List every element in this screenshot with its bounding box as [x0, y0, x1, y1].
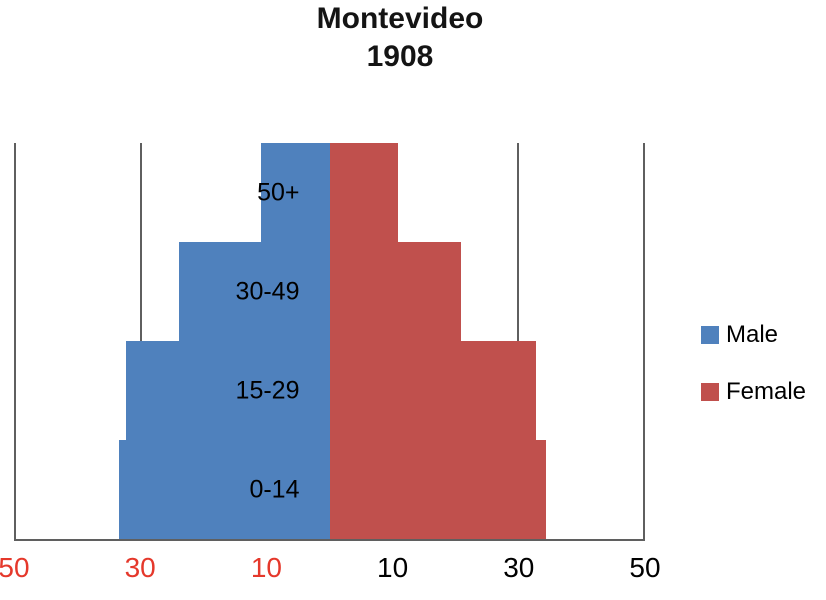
- x-tick-label-1: 50: [0, 552, 30, 583]
- chart-title: Montevideo 1908: [0, 0, 800, 76]
- x-tick-label-2: 30: [124, 552, 156, 583]
- age-group-label-50+: 50+: [257, 178, 300, 206]
- chart-title-city: Montevideo: [316, 2, 484, 35]
- male-bar-0-14: [119, 440, 330, 539]
- legend-item-male: Male: [701, 321, 806, 349]
- legend-label-male: Male: [726, 321, 779, 348]
- legend-swatch-male-icon: [701, 326, 719, 344]
- male-bar-50+: [260, 143, 330, 242]
- age-group-label-0-14: 0-14: [249, 475, 300, 503]
- female-bar-30-49: [329, 242, 462, 341]
- female-bar-50+: [329, 143, 399, 242]
- legend-label-female: Female: [726, 378, 807, 405]
- male-bar-30-49: [179, 242, 330, 341]
- male-bar-15-29: [125, 341, 330, 440]
- legend-swatch-female-icon: [701, 383, 719, 401]
- female-bar-15-29: [329, 341, 537, 440]
- legend: Male Female: [701, 321, 806, 435]
- plot-area: 50+ 30-49 15-29 0-14: [14, 143, 645, 541]
- x-tick-label-4: 10: [377, 552, 409, 583]
- chart-title-year: 1908: [366, 40, 434, 73]
- age-group-label-15-29: 15-29: [235, 376, 300, 404]
- age-group-label-30-49: 30-49: [235, 277, 300, 305]
- x-axis: 50 30 10 10 30 50: [0, 552, 826, 596]
- female-bar-0-14: [329, 440, 546, 539]
- x-tick-label-6: 50: [629, 552, 661, 583]
- x-tick-label-5: 30: [503, 552, 535, 583]
- x-tick-label-3: 10: [250, 552, 282, 583]
- legend-item-female: Female: [701, 378, 806, 406]
